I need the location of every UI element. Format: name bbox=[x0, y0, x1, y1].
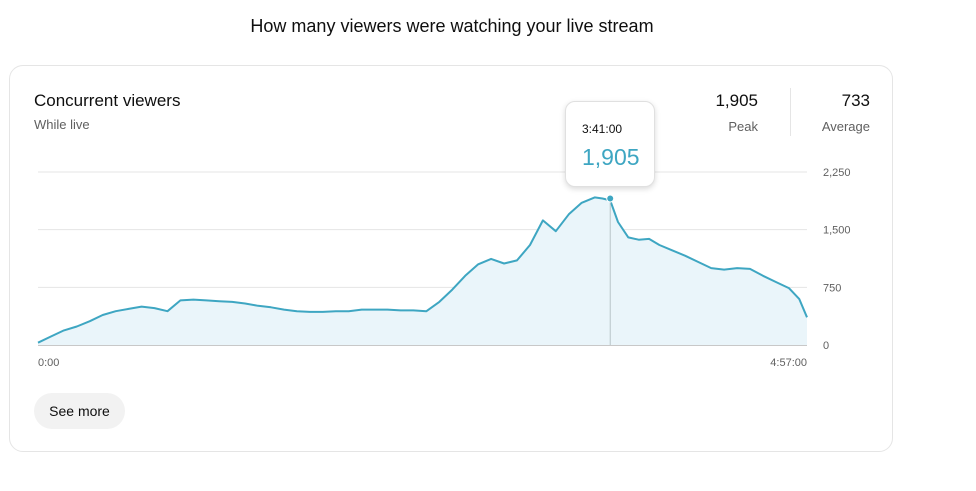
average-value: 733 bbox=[841, 91, 870, 110]
series-line bbox=[37, 196, 808, 344]
peak-stat: 1,905 Peak bbox=[715, 91, 758, 134]
y-tick-label: 2,250 bbox=[823, 167, 851, 179]
card-subtitle: While live bbox=[34, 117, 90, 132]
average-stat: 733 Average bbox=[822, 91, 870, 134]
see-more-button[interactable]: See more bbox=[34, 393, 125, 429]
x-tick-label: 0:00 bbox=[38, 357, 59, 366]
tooltip-value: 1,905 bbox=[582, 144, 640, 170]
y-tick-label: 1,500 bbox=[823, 225, 851, 237]
average-label: Average bbox=[821, 119, 870, 134]
hover-point bbox=[606, 194, 615, 203]
y-tick-label: 0 bbox=[823, 340, 829, 352]
concurrent-viewers-chart[interactable]: 0 750 1,500 2,250 0:00 4:57:00 bbox=[10, 66, 892, 366]
chart-tooltip: 3:41:00 1,905 bbox=[565, 101, 655, 187]
stat-divider bbox=[790, 88, 791, 136]
series-area bbox=[38, 197, 807, 345]
concurrent-viewers-card: Concurrent viewers While live 1,905 Peak… bbox=[9, 65, 893, 452]
x-tick-label: 4:57:00 bbox=[770, 357, 807, 366]
card-title: Concurrent viewers bbox=[34, 91, 181, 110]
peak-label: Peak bbox=[728, 119, 758, 134]
tooltip-time: 3:41:00 bbox=[582, 122, 623, 136]
y-tick-label: 750 bbox=[823, 282, 841, 294]
page-title: How many viewers were watching your live… bbox=[250, 16, 654, 36]
peak-value: 1,905 bbox=[715, 91, 758, 110]
